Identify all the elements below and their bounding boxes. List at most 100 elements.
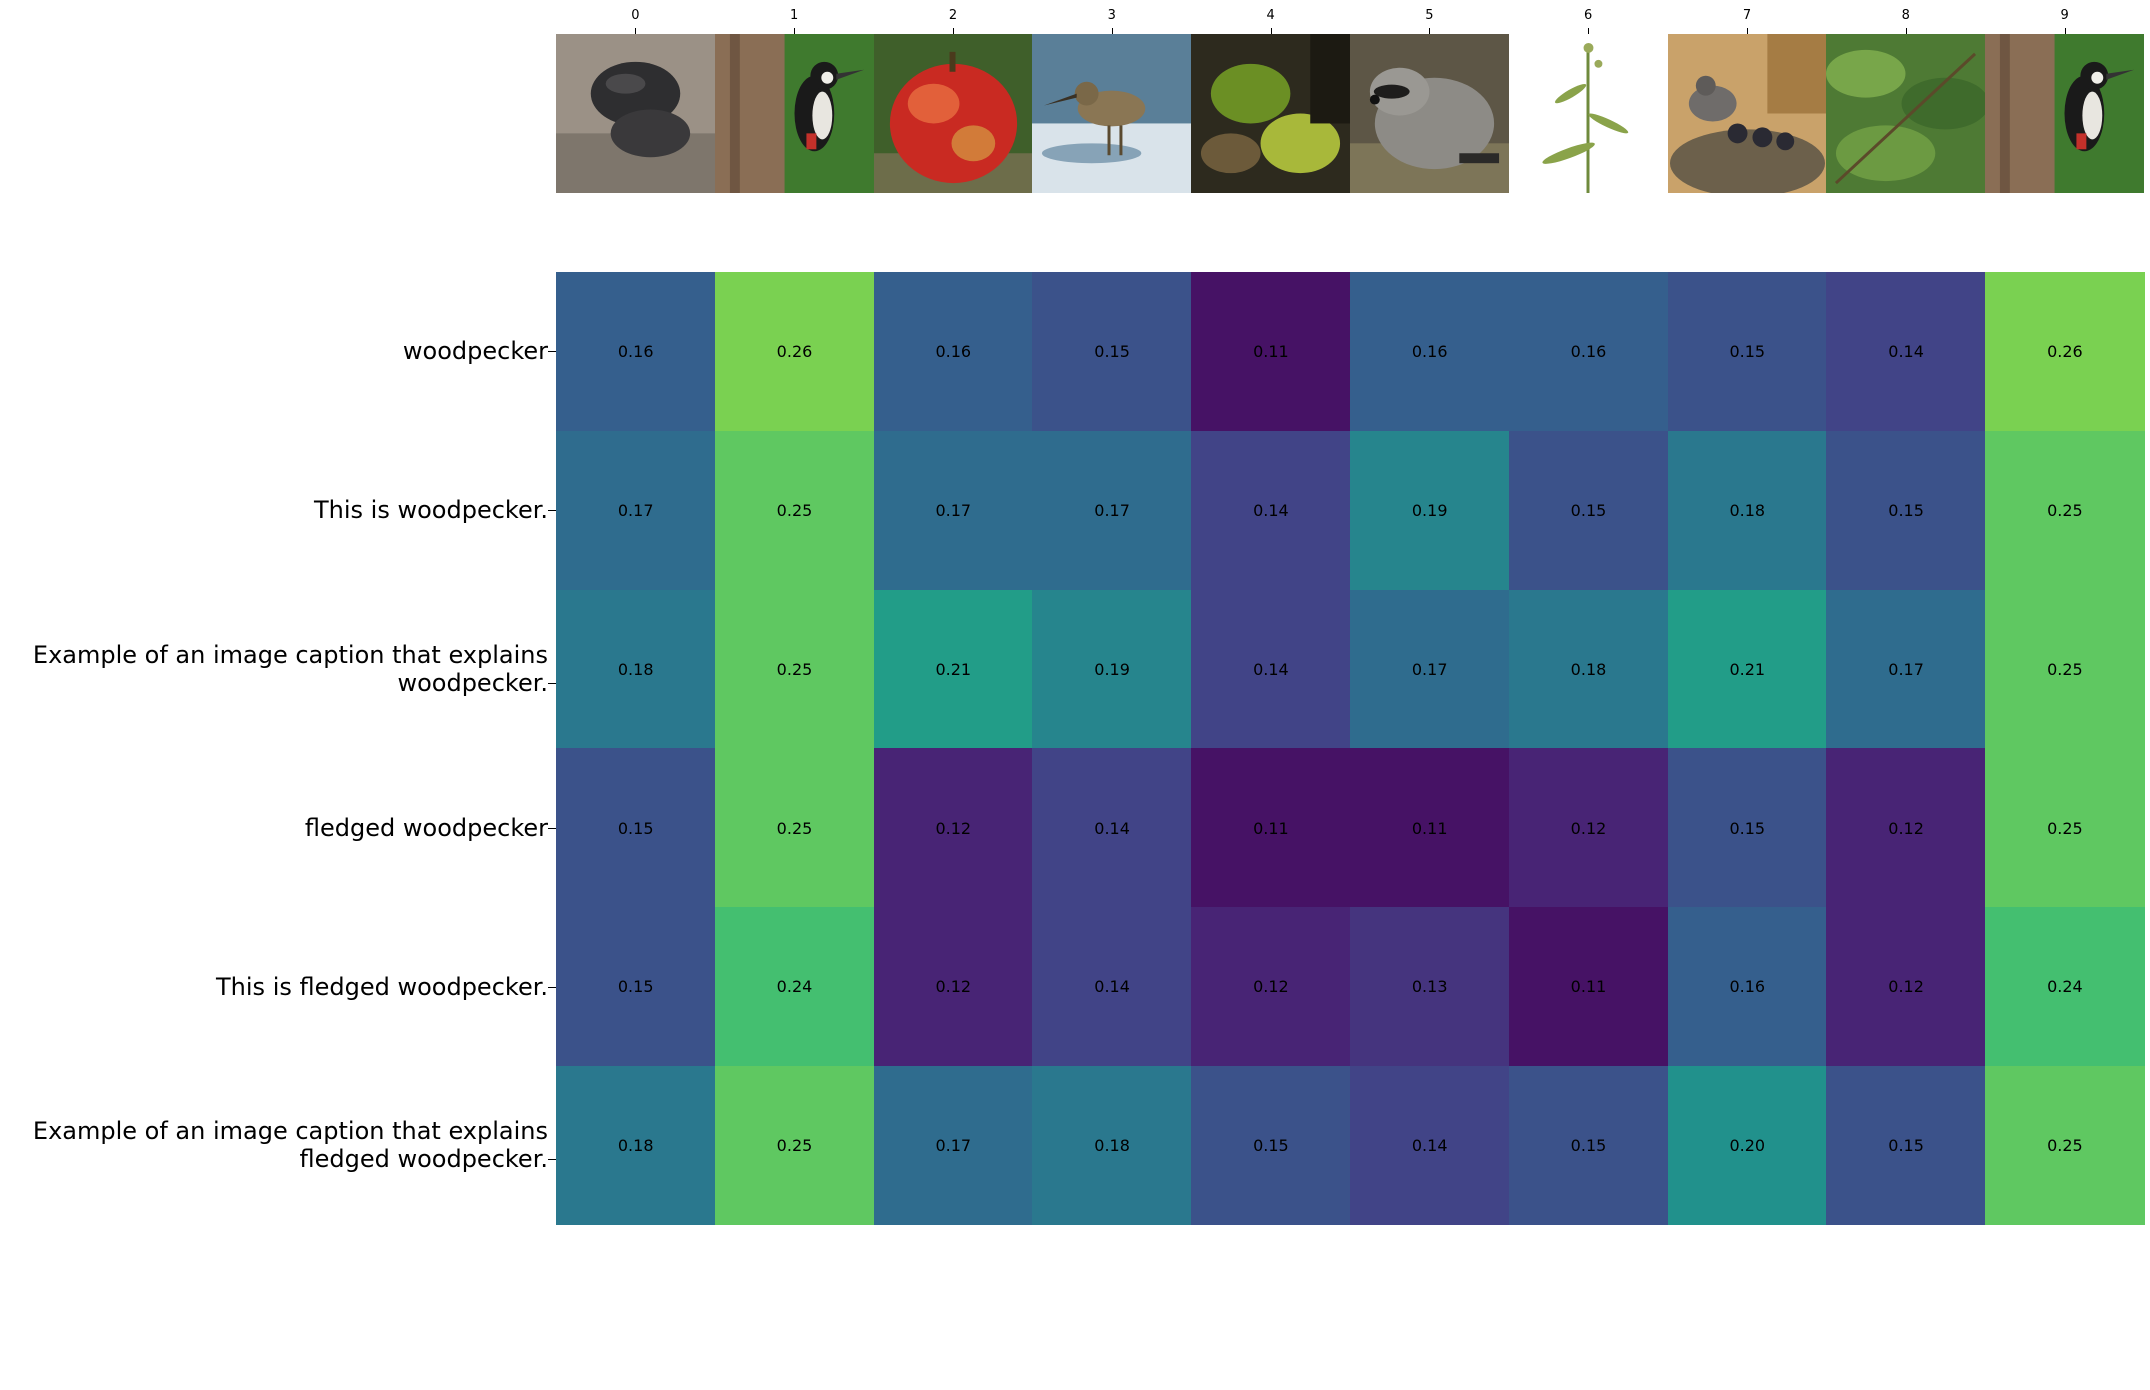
column-tick-label: 2	[948, 8, 958, 23]
cell-value-label: 0.12	[935, 818, 972, 838]
heatmap-cell: 0.17	[556, 430, 716, 591]
column-tick-mark	[2064, 28, 2066, 34]
column-tick-label: 4	[1266, 8, 1275, 23]
cell-value-label: 0.14	[1888, 342, 1924, 362]
cell-value-label: 0.25	[776, 818, 813, 838]
cell-value-label: 0.11	[1411, 818, 1448, 838]
heatmap-cell: 0.20	[1667, 1066, 1827, 1226]
column-tick-mark	[1429, 28, 1431, 34]
column-tick-label: 6	[1584, 8, 1593, 23]
thumbnail-sandpiper-bird-in-water	[1032, 34, 1192, 193]
heatmap-cell: 0.26	[714, 272, 875, 432]
column-tick-mark	[953, 28, 954, 34]
cell-value-label: 0.14	[1253, 500, 1289, 520]
heatmap-cell: 0.25	[714, 589, 875, 749]
heatmap-cell: 0.15	[1826, 430, 1986, 591]
column-tick-label: 7	[1742, 8, 1752, 23]
cell-value-label: 0.18	[1570, 659, 1607, 679]
heatmap-cell: 0.25	[714, 430, 875, 591]
cell-value-label: 0.18	[1094, 1136, 1130, 1156]
heatmap-cell: 0.25	[714, 1066, 875, 1226]
heatmap-cell: 0.15	[1508, 430, 1669, 591]
cell-value-label: 0.11	[1570, 977, 1607, 997]
heatmap-cell: 0.16	[873, 272, 1033, 432]
column-tick-mark	[794, 28, 796, 34]
heatmap-cell: 0.17	[1032, 430, 1192, 591]
row-tick-mark	[548, 1159, 556, 1161]
heatmap-cell: 0.12	[1508, 748, 1669, 908]
cell-value-label: 0.16	[1729, 977, 1766, 997]
column-tick-labels: 0 1 2 3 4 5 6 7 8 9	[556, 0, 2144, 34]
thumbnail-woodpecker-on-tree	[1985, 34, 2145, 193]
column-tick-label: 1	[790, 8, 799, 23]
cell-value-label: 0.15	[1888, 1136, 1924, 1156]
heatmap-cell: 0.19	[1032, 589, 1192, 749]
column-tick-mark	[1270, 28, 1272, 34]
row-tick-mark	[548, 351, 556, 353]
row-tick-label: fledged woodpecker	[304, 813, 548, 842]
heatmap-cell: 0.25	[1985, 748, 2145, 908]
thumbnail-image	[1350, 34, 1509, 193]
cell-value-label: 0.25	[2047, 1136, 2083, 1156]
row-tick-mark	[548, 986, 556, 988]
heatmap-cell: 0.25	[1985, 589, 2145, 749]
heatmap-cell: 0.16	[1350, 272, 1510, 432]
cell-value-label: 0.12	[1888, 977, 1924, 997]
thumbnail-image	[1826, 34, 1986, 193]
cell-value-label: 0.19	[1411, 500, 1448, 520]
cell-value-label: 0.16	[1411, 342, 1448, 362]
thumbnail-image	[1667, 34, 1827, 193]
cell-value-label: 0.16	[617, 342, 654, 362]
heatmap-cell: 0.17	[873, 430, 1033, 591]
cell-value-label: 0.25	[776, 659, 813, 679]
heatmap-cell: 0.25	[1985, 430, 2145, 591]
cell-value-label: 0.19	[1094, 659, 1130, 679]
heatmap-cell: 0.18	[1667, 430, 1827, 591]
heatmap-cell: 0.18	[1032, 1066, 1192, 1226]
cell-value-label: 0.24	[776, 977, 813, 997]
heatmap-cell: 0.15	[556, 748, 716, 908]
cell-value-label: 0.25	[776, 500, 813, 520]
heatmap-cell: 0.11	[1350, 748, 1510, 908]
thumbnail-mossy-forest-floor	[1191, 34, 1351, 193]
heatmap-cell: 0.15	[556, 907, 716, 1067]
thumbnail-image	[1191, 34, 1351, 193]
cell-value-label: 0.16	[935, 342, 972, 362]
heatmap-cell: 0.12	[1826, 907, 1986, 1067]
heatmap-cell: 0.24	[714, 907, 875, 1067]
heatmap-cell: 0.18	[1508, 589, 1669, 749]
thumbnail-image	[556, 34, 715, 193]
row-tick-mark	[548, 683, 556, 684]
cell-value-label: 0.11	[1253, 818, 1289, 838]
column-tick-label: 5	[1425, 8, 1434, 23]
row-tick-label: Example of an image caption that explain…	[32, 1117, 548, 1174]
cell-value-label: 0.21	[1729, 659, 1766, 679]
cell-value-label: 0.14	[1253, 659, 1289, 679]
thumbnail-plant-stem-on-white	[1508, 34, 1668, 193]
cell-value-label: 0.15	[1253, 1136, 1289, 1156]
heatmap-cell: 0.12	[873, 907, 1033, 1067]
cell-value-label: 0.15	[1570, 1136, 1607, 1156]
heatmap-cell: 0.15	[1191, 1066, 1351, 1226]
column-tick-mark	[1588, 28, 1590, 34]
heatmap-cell: 0.21	[873, 589, 1033, 749]
row-tick-label: woodpecker	[402, 337, 548, 366]
heatmap-cell: 0.17	[1350, 589, 1510, 749]
cell-value-label: 0.15	[617, 818, 654, 838]
thumbnail-image	[873, 34, 1033, 193]
heatmap-cell: 0.16	[1667, 907, 1827, 1067]
heatmap-cell: 0.14	[1826, 272, 1986, 432]
thumbnail-raccoon	[1350, 34, 1509, 193]
cell-value-label: 0.15	[1570, 500, 1607, 520]
cell-value-label: 0.21	[935, 659, 972, 679]
heatmap-cell: 0.12	[1191, 907, 1351, 1067]
thumbnail-image	[1508, 34, 1668, 193]
cell-value-label: 0.18	[1729, 500, 1766, 520]
row-tick-label: This is woodpecker.	[314, 496, 548, 525]
cell-value-label: 0.17	[617, 500, 654, 520]
cell-value-label: 0.17	[1094, 500, 1130, 520]
heatmap-cell: 0.21	[1667, 589, 1827, 749]
column-tick-label: 8	[1901, 8, 1910, 23]
heatmap-cell: 0.26	[1985, 272, 2145, 432]
cell-value-label: 0.12	[1888, 818, 1924, 838]
